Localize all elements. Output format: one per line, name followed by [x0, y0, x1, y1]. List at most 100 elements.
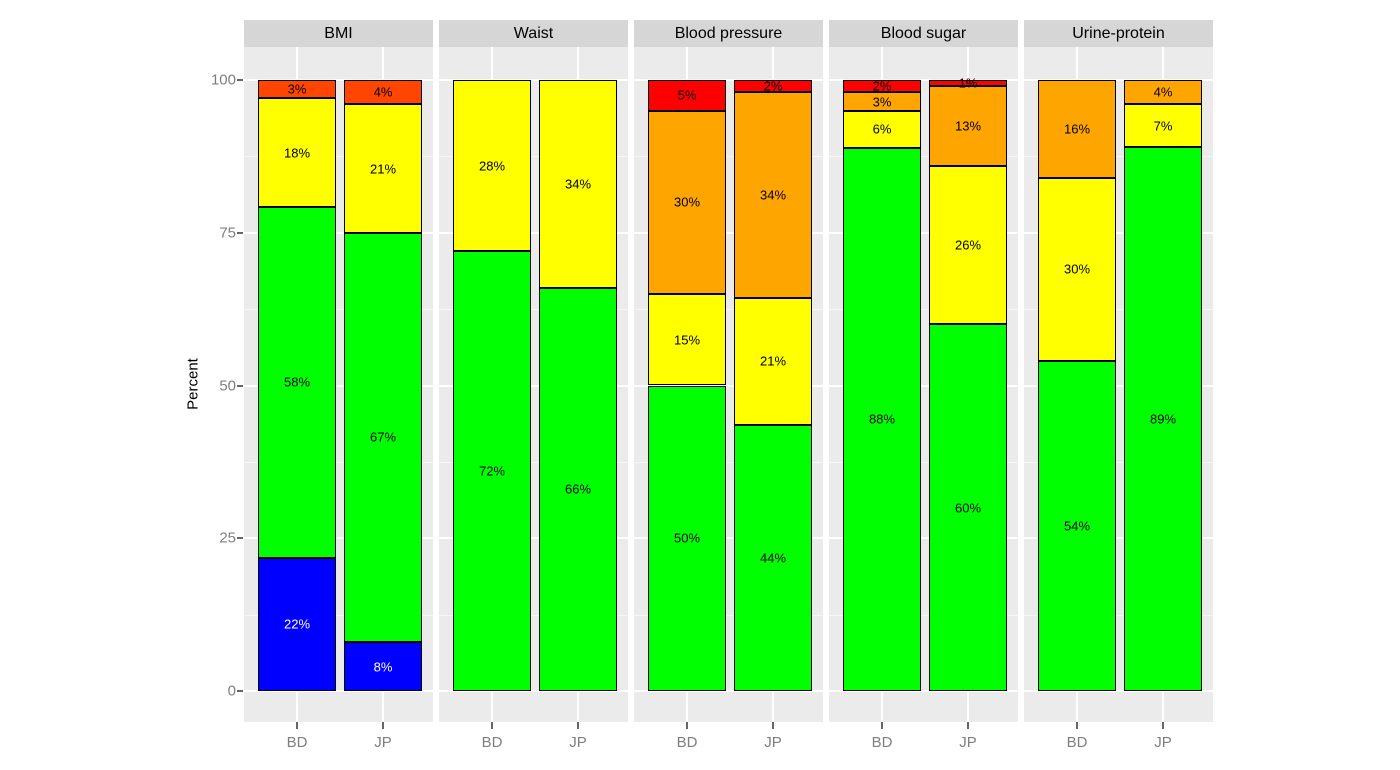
segment-label: 4% — [373, 84, 393, 100]
segment-label: 6% — [872, 121, 892, 137]
segment-label: 21% — [369, 161, 397, 177]
gridline-major — [829, 384, 1018, 387]
gridline-minor — [1024, 614, 1213, 616]
segment-label: 34% — [564, 176, 592, 192]
x-tick-mark — [881, 722, 883, 729]
segment-label: 5% — [677, 87, 697, 103]
gridline-major — [634, 79, 823, 81]
facet-title: Urine-protein — [1072, 24, 1165, 42]
gridline-major — [1024, 384, 1213, 387]
gridline-minor — [634, 614, 823, 616]
bar-segment-yellow: 30% — [1038, 177, 1116, 362]
gridline-major — [1024, 537, 1213, 540]
facet-title: Blood sugar — [880, 24, 967, 42]
facet-panel: 72% 28% 66% 34% — [439, 47, 628, 722]
bar-segment-green: 54% — [1038, 361, 1116, 691]
x-tick-mark — [296, 722, 298, 729]
y-tick-mark — [237, 537, 243, 540]
bar-segment-yellow: 34% — [539, 80, 617, 288]
facet-strip: BMI — [244, 20, 433, 47]
facet-title: Waist — [513, 24, 554, 42]
segment-label: 54% — [1063, 518, 1091, 534]
facet-panel: 54% 30% 16% 89% 7% 4% — [1024, 47, 1213, 722]
gridline-minor — [829, 156, 1018, 158]
bar-segment-red: 2% — [843, 78, 921, 94]
gridline-major — [829, 79, 1018, 81]
segment-label: 2% — [872, 78, 892, 94]
gridline-minor — [244, 461, 433, 463]
segment-label: 26% — [954, 237, 982, 253]
x-tick-label: JP — [1154, 734, 1172, 751]
gridline-minor — [439, 309, 628, 311]
gridline-minor — [439, 461, 628, 463]
segment-label: 72% — [478, 463, 506, 479]
bar-segment-orange: 13% — [929, 86, 1007, 166]
x-tick-label: BD — [871, 734, 893, 751]
segment-label: 60% — [954, 500, 982, 516]
gridline-major — [634, 537, 823, 540]
facet-panel: 88% 6% 3% 2% 60% 26% 13% 1% — [829, 47, 1018, 722]
y-tick-mark — [237, 384, 243, 387]
x-tick-label: JP — [764, 734, 782, 751]
segment-label: 66% — [564, 481, 592, 497]
gridline-major — [829, 231, 1018, 234]
gridline-minor — [1024, 461, 1213, 463]
y-tick-mark — [237, 79, 243, 81]
x-tick-label: BD — [286, 734, 308, 751]
gridline-major — [634, 231, 823, 234]
y-tick-mark — [237, 231, 243, 234]
segment-label: 4% — [1153, 84, 1173, 100]
bar-segment-red: 5% — [648, 80, 726, 111]
gridline-minor — [244, 156, 433, 158]
segment-label: 67% — [369, 429, 397, 445]
gridline-major — [634, 690, 823, 692]
gridline-minor — [829, 309, 1018, 311]
gridline-minor — [829, 461, 1018, 463]
segment-label: 88% — [868, 411, 896, 427]
facet-title: Blood pressure — [674, 24, 783, 42]
facet-strip: Waist — [439, 20, 628, 47]
bar-segment-yellow: 26% — [929, 165, 1007, 325]
x-tick-mark — [772, 722, 774, 729]
segment-label: 8% — [373, 659, 393, 675]
gridline-minor — [1024, 156, 1213, 158]
gridline-minor — [244, 614, 433, 616]
segment-label: 3% — [872, 94, 892, 110]
bar-segment-green: 60% — [929, 324, 1007, 691]
x-tick-label: JP — [959, 734, 977, 751]
bar-segment-green: 88% — [843, 147, 921, 691]
x-tick-label: BD — [481, 734, 503, 751]
x-tick-mark — [1162, 722, 1164, 729]
segment-label: 1% — [958, 75, 978, 91]
bar-segment-red: 2% — [734, 80, 812, 93]
y-tick-label: 0 — [227, 682, 236, 700]
gridline-major — [1024, 79, 1213, 81]
bar-segment-green: 58% — [258, 207, 336, 558]
bar-segment-orange: 16% — [1038, 80, 1116, 178]
facet-panel: 22% 58% 18% 3% 8% 67% 21% 4% — [244, 47, 433, 722]
bar-segment-green: 50% — [648, 385, 726, 691]
x-tick-label: BD — [676, 734, 698, 751]
facet-strip: Urine-protein — [1024, 20, 1213, 47]
facet-panel: 50% 15% 30% 5% 44% 21% 34% 2% — [634, 47, 823, 722]
bar-segment-green: 44% — [734, 424, 812, 691]
gridline-major — [244, 79, 433, 81]
segment-label: 16% — [1063, 121, 1091, 137]
gridline-major — [244, 690, 433, 692]
x-tick-mark — [491, 722, 493, 729]
gridline-minor — [244, 309, 433, 311]
x-tick-label: JP — [569, 734, 587, 751]
segment-label: 89% — [1149, 411, 1177, 427]
y-tick-mark — [237, 690, 243, 692]
x-tick-mark — [967, 722, 969, 729]
bar-segment-blue: 22% — [258, 557, 336, 691]
bar-segment-green: 89% — [1124, 147, 1202, 691]
y-tick-label: 50 — [219, 377, 236, 394]
gridline-minor — [829, 614, 1018, 616]
bar-segment-yellow: 7% — [1124, 104, 1202, 148]
facet-strip: Blood pressure — [634, 20, 823, 47]
gridline-major — [439, 537, 628, 540]
gridline-minor — [439, 614, 628, 616]
segment-label: 22% — [283, 616, 311, 632]
